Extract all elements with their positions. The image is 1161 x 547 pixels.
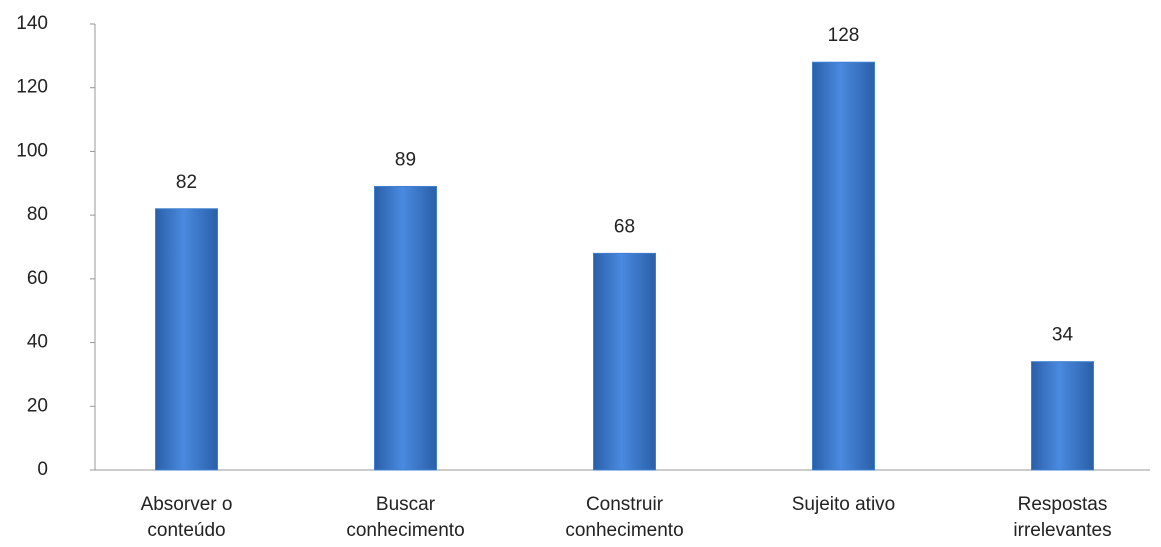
x-tick-label: Absorver o conteúdo <box>140 494 233 541</box>
y-tick-label: 140 <box>16 13 48 34</box>
y-tick-label: 0 <box>37 459 48 480</box>
bar <box>155 208 218 471</box>
y-tick-label: 60 <box>27 268 48 289</box>
x-tick-label: Respostas irrelevantes <box>1013 494 1112 541</box>
y-tick-label: 100 <box>16 140 48 161</box>
x-tick-label: Construir conhecimento <box>565 494 684 541</box>
x-tick-label: Sujeito ativo <box>791 494 896 515</box>
bar <box>593 252 656 471</box>
value-label: 89 <box>395 149 416 170</box>
value-label: 82 <box>176 172 197 193</box>
y-tick-label: 80 <box>27 204 48 225</box>
bar <box>374 185 437 471</box>
y-tick-label: 120 <box>16 77 48 98</box>
value-label: 34 <box>1052 325 1074 346</box>
value-label: 128 <box>828 25 860 46</box>
y-tick-label: 20 <box>27 395 48 416</box>
x-tick-label: Buscar conhecimento <box>346 494 465 541</box>
value-label: 68 <box>614 216 635 237</box>
bar <box>1031 361 1094 471</box>
y-tick-label: 40 <box>27 332 48 353</box>
bar <box>812 61 875 471</box>
